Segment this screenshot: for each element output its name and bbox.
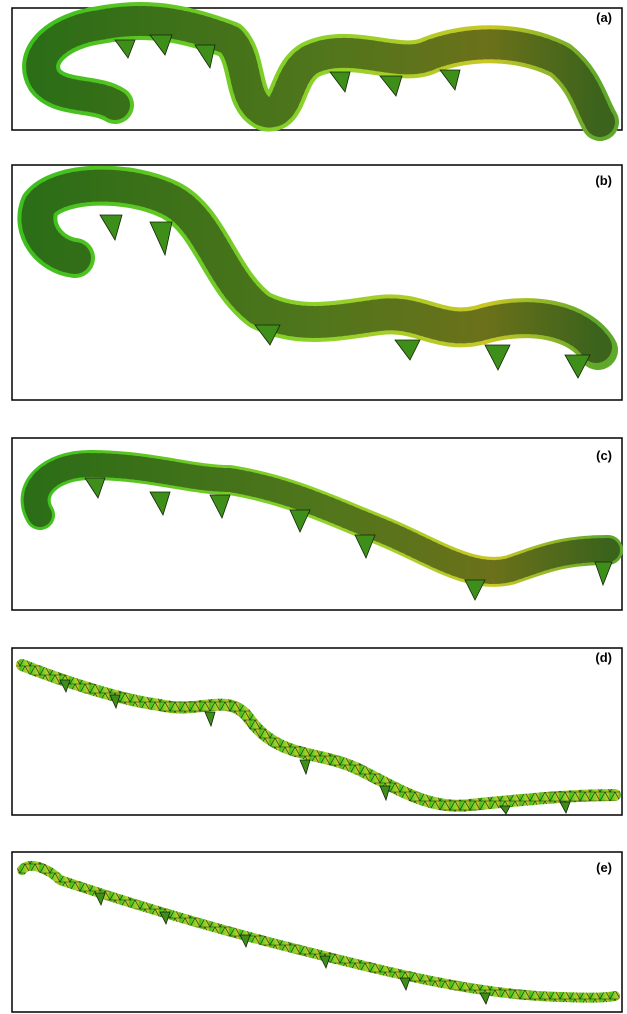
panel-label: (e): [596, 860, 612, 875]
panel-a: (a): [11, 2, 623, 141]
panel-frame: [11, 851, 623, 1013]
teeth: [94, 892, 491, 1005]
mesh-lines: [21, 169, 614, 366]
panel-frame: [11, 647, 623, 816]
tooth: [439, 69, 461, 91]
tooth: [94, 892, 106, 907]
tooth: [59, 679, 71, 694]
tooth: [499, 805, 511, 815]
tooth: [194, 44, 216, 70]
teeth: [114, 34, 461, 97]
tooth: [329, 71, 351, 93]
panel-d: (d): [11, 647, 623, 816]
mesh-body: [16, 659, 621, 812]
tooth: [594, 561, 613, 587]
panel-label: (b): [595, 173, 612, 188]
tooth: [149, 34, 173, 56]
tooth: [159, 911, 171, 926]
tooth: [149, 221, 173, 257]
tooth: [484, 344, 511, 371]
tooth: [399, 977, 411, 992]
tooth: [464, 579, 486, 601]
tooth: [239, 934, 251, 949]
tooth: [99, 214, 123, 242]
panel-b: (b): [11, 164, 623, 401]
tooth: [564, 354, 591, 379]
teeth: [84, 477, 613, 601]
tooth: [299, 759, 311, 776]
mesh-lines: [26, 6, 615, 137]
tooth: [204, 711, 216, 728]
tooth: [209, 494, 231, 520]
tooth: [479, 992, 491, 1005]
teeth: [59, 679, 571, 815]
panel-e: (e): [11, 851, 623, 1013]
mesh-lines: [23, 452, 620, 584]
panel-label: (c): [596, 448, 612, 463]
tooth: [149, 491, 171, 517]
panel-label: (a): [596, 10, 612, 25]
mesh-body: [17, 860, 620, 1003]
panel-label: (d): [595, 650, 612, 665]
teeth: [99, 214, 591, 379]
tooth: [354, 534, 376, 560]
tooth: [379, 75, 403, 97]
tooth: [289, 509, 311, 533]
tooth: [394, 339, 421, 361]
tooth: [379, 785, 391, 802]
tooth: [84, 477, 106, 499]
panel-c: (c): [11, 437, 623, 611]
tooth: [109, 694, 121, 710]
tooth: [319, 955, 331, 970]
tooth: [559, 801, 571, 814]
tooth: [114, 39, 136, 59]
tooth: [254, 324, 281, 346]
